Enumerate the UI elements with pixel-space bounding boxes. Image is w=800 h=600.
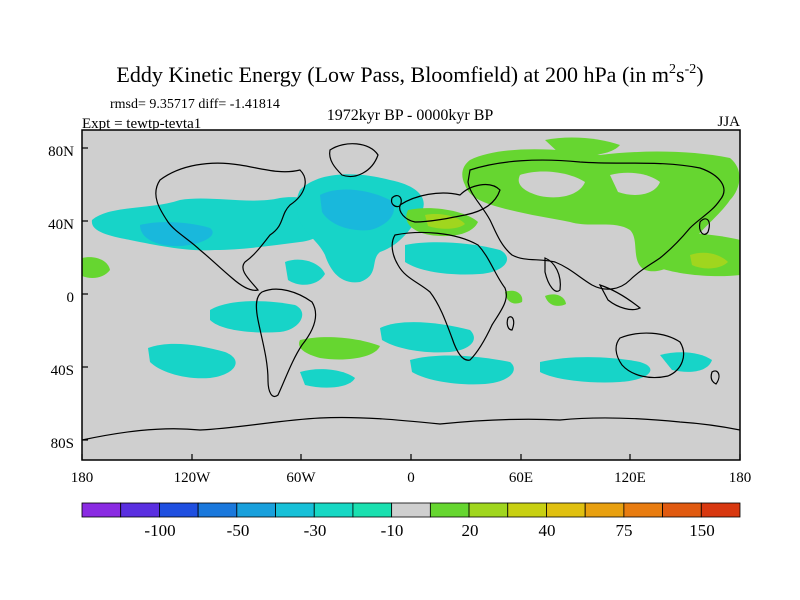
coastline-australia: [615, 332, 685, 379]
colorbar-swatch: [236, 502, 276, 518]
coastline-greenland: [329, 143, 379, 177]
colorbar: [81, 502, 741, 518]
lat-label-40s: 40S: [51, 363, 74, 379]
region-south-america-cyan: [285, 259, 325, 285]
lat-label-80s: 80S: [51, 436, 74, 452]
coastline-south-america: [255, 288, 317, 398]
lon-label-120w: 120W: [174, 470, 212, 486]
coastline-uk: [390, 194, 402, 208]
coastline-india: [544, 257, 561, 292]
coastline-madagascar: [506, 316, 515, 331]
lon-label-60e: 60E: [509, 470, 533, 486]
lon-label-120e: 120E: [614, 470, 646, 486]
colorbar-swatch: [429, 502, 470, 518]
region-eurasia-gray-hole-2: [610, 172, 660, 195]
colorbar-swatch: [468, 502, 509, 518]
colorbar-label-150: 150: [689, 521, 715, 540]
coastline-antarctica: [82, 416, 740, 441]
negative-anomaly-regions: [91, 174, 712, 388]
region-atlantic-deep: [320, 189, 394, 231]
lon-label-60w: 60W: [286, 470, 316, 486]
experiment-label: Expt = tewtp-tevta1: [82, 116, 201, 132]
coastline-new-zealand: [710, 370, 720, 385]
region-east-africa-green: [505, 290, 523, 304]
colorbar-label-40: 40: [539, 521, 556, 540]
region-mediterranean-yellowgreen: [425, 214, 465, 229]
lat-label-80n: 80N: [48, 144, 74, 160]
colorbar-swatch: [159, 502, 199, 518]
colorbar-label-minus50: -50: [227, 521, 250, 540]
region-pacific-deep: [140, 222, 213, 247]
region-australia-cyan: [540, 357, 651, 383]
colorbar-label-20: 20: [462, 521, 479, 540]
region-indian-green: [545, 294, 566, 306]
lon-label-180e: 180: [729, 470, 752, 486]
colorbar-swatch: [197, 502, 238, 518]
colorbar-label-75: 75: [616, 521, 633, 540]
coastline-asia: [467, 159, 725, 290]
region-eurasia-gray-hole-1: [518, 171, 585, 198]
colorbar-labels: -100 -50 -30 -10 20 40 75 150: [144, 521, 714, 540]
region-southwest-pacific-green: [82, 257, 110, 278]
colorbar-label-minus100: -100: [144, 521, 175, 540]
region-north-pacific-green: [545, 137, 620, 156]
coastline-southeast-asia: [598, 283, 642, 311]
colorbar-label-minus30: -30: [304, 521, 327, 540]
region-south-pacific-cyan: [210, 301, 303, 333]
coastline-japan: [699, 218, 710, 235]
colorbar-label-minus10: -10: [381, 521, 404, 540]
longitude-axis: 180 120W 60W 0 60E 120E 180: [71, 454, 752, 486]
colorbar-swatch: [313, 502, 354, 518]
region-north-africa-cyan: [405, 242, 508, 275]
region-south-atlantic-cyan: [380, 322, 474, 353]
positive-anomaly-regions: [82, 137, 740, 360]
region-south-indian-cyan: [410, 355, 514, 385]
coastline-north-america: [155, 162, 306, 291]
season-label: JJA: [717, 114, 740, 130]
lat-label-40n: 40N: [48, 217, 74, 233]
coastlines: [82, 143, 740, 441]
period-label: 1972kyr BP - 0000kyr BP: [327, 107, 494, 124]
region-west-pacific-cyan: [660, 352, 712, 372]
colorbar-swatch: [662, 502, 702, 518]
map-field: [82, 130, 740, 460]
colorbar-swatch: [584, 502, 625, 518]
lat-label-0: 0: [67, 290, 75, 306]
region-south-pacific-3: [300, 369, 355, 388]
colorbar-swatch: [623, 502, 663, 518]
lon-label-180w: 180: [71, 470, 94, 486]
colorbar-swatch: [275, 502, 315, 518]
colorbar-swatch: [120, 502, 160, 518]
colorbar-swatch: [700, 502, 741, 518]
region-south-pacific-2: [148, 343, 236, 379]
lon-label-0: 0: [407, 470, 415, 486]
coastline-africa: [391, 231, 507, 361]
plot-title: Eddy Kinetic Energy (Low Pass, Bloomfiel…: [116, 62, 703, 87]
region-south-atlantic-green: [299, 337, 380, 360]
coastline-europe: [399, 183, 501, 223]
latitude-axis: 80N 40N 0 40S 80S: [48, 144, 88, 452]
colorbar-swatch: [507, 502, 547, 518]
colorbar-swatch: [352, 502, 393, 518]
colorbar-swatch: [81, 502, 122, 518]
colorbar-swatch: [546, 502, 586, 518]
colorbar-swatch: [391, 502, 431, 518]
region-east-asia-yellowgreen: [690, 252, 728, 269]
stats-text: rmsd= 9.35717 diff= -1.41814: [110, 97, 280, 112]
